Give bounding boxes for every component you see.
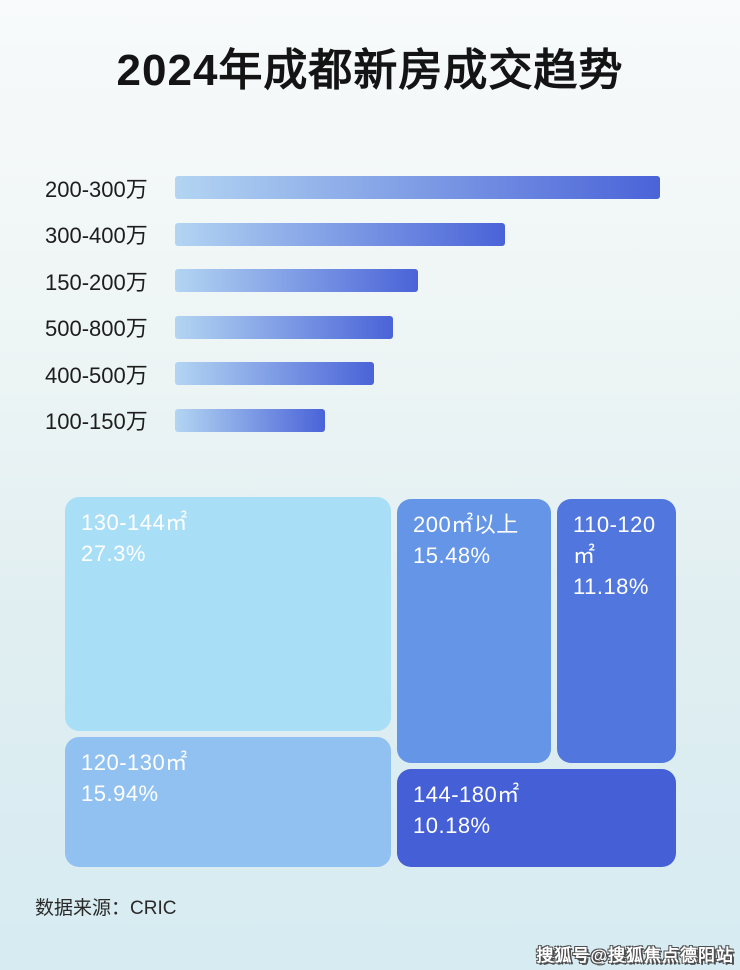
bar-track xyxy=(175,176,660,199)
bar-row: 400-500万 xyxy=(45,362,660,388)
page-title: 2024年成都新房成交趋势 xyxy=(116,46,624,95)
treemap-cell-label: 110-120㎡ xyxy=(573,512,656,569)
watermark-text: 搜狐号@搜狐焦点德阳站 xyxy=(536,946,734,965)
bar xyxy=(175,269,418,292)
treemap-cell-value: 15.94% xyxy=(81,781,159,807)
price-range-bar-chart: 200-300万 300-400万 150-200万 500-800万 400-… xyxy=(45,176,660,455)
area-size-treemap: 130-144㎡ 27.3% 200㎡以上 15.48% 110-120㎡ 11… xyxy=(65,497,676,867)
treemap-cell-value: 10.18% xyxy=(413,813,491,839)
bar-row: 200-300万 xyxy=(45,176,660,202)
treemap-cell-value: 27.3% xyxy=(81,541,146,567)
bar-track xyxy=(175,269,660,292)
bar-track xyxy=(175,408,660,432)
bar xyxy=(175,362,374,385)
bar-track xyxy=(175,315,660,339)
treemap-cell-value: 11.18% xyxy=(573,574,649,600)
treemap-cell: 144-180㎡ 10.18% xyxy=(397,769,676,867)
data-source-label: 数据来源：CRIC xyxy=(35,898,177,919)
bar xyxy=(175,315,394,339)
bar-row: 100-150万 xyxy=(45,408,660,434)
treemap-cell: 120-130㎡ 15.94% xyxy=(65,737,391,867)
bar-track xyxy=(175,222,660,246)
bar-track xyxy=(175,362,660,385)
bar-category-label: 150-200万 xyxy=(45,269,148,295)
bar-row: 300-400万 xyxy=(45,222,660,248)
bar xyxy=(175,222,505,246)
bar xyxy=(175,408,326,432)
bar-row: 500-800万 xyxy=(45,315,660,341)
treemap-cell-label: 130-144㎡ xyxy=(81,510,188,535)
bar-row: 150-200万 xyxy=(45,269,660,295)
treemap-cell-label: 120-130㎡ xyxy=(81,750,188,775)
bar-category-label: 500-800万 xyxy=(45,316,148,341)
treemap-cell-label: 200㎡以上 xyxy=(413,512,519,537)
treemap-cell: 130-144㎡ 27.3% xyxy=(65,497,391,731)
treemap-cell: 200㎡以上 15.48% xyxy=(397,499,551,763)
bar-category-label: 200-300万 xyxy=(45,176,148,202)
bar xyxy=(175,176,660,199)
treemap-cell: 110-120㎡ 11.18% xyxy=(557,499,676,763)
bar-category-label: 300-400万 xyxy=(45,223,148,248)
bar-category-label: 100-150万 xyxy=(45,409,148,434)
treemap-cell-label: 144-180㎡ xyxy=(413,782,520,807)
bar-category-label: 400-500万 xyxy=(45,362,148,388)
treemap-cell-value: 15.48% xyxy=(413,543,491,569)
